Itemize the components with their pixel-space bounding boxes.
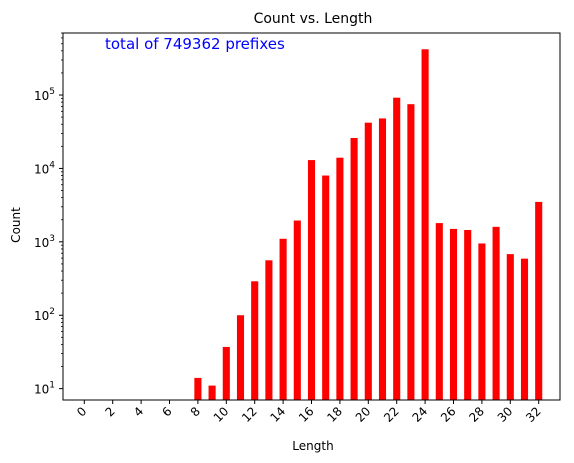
bar-length-16 [307,160,316,400]
bar-length-31 [520,258,529,400]
y-axis-title: Count [9,207,23,243]
bar-length-29 [492,226,500,400]
bar-length-30 [506,254,514,400]
y-tick-label: 104 [34,160,55,176]
bar-length-21 [378,118,387,401]
bar-length-25 [435,223,443,400]
chart-title: Count vs. Length [254,11,373,27]
bar-length-22 [393,97,401,400]
bar-length-24 [421,49,429,400]
bar-series [194,49,543,401]
y-tick-label: 103 [34,234,55,250]
y-tick-label: 101 [34,381,55,397]
bar-length-32 [535,201,543,400]
total-prefixes-annotation: total of 749362 prefixes [105,35,285,53]
bar-length-8 [194,377,202,400]
bar-length-23 [407,104,415,400]
plot-area: 0 2 4 6 8 10 12 14 16 18 20 22 24 26 28 30 32 1011021031… [34,32,561,425]
bar-length-28 [478,243,486,400]
y-axis-ticks: 101 102 103 104 105 [34,32,63,397]
bar-length-10 [222,346,230,400]
bar-length-26 [449,228,458,400]
x-axis-title: Length [292,439,333,453]
y-tick-label: 102 [34,307,55,323]
bar-length-19 [350,137,358,400]
bar-length-18 [336,157,344,400]
bar-length-17 [322,175,330,400]
bar-length-12 [251,281,259,400]
bar-length-11 [236,315,245,400]
bar-length-15 [293,220,301,400]
x-axis-ticks: 0 2 4 6 8 10 12 14 16 18 20 22 24 26 28 30 32 [74,400,544,425]
plot-frame [62,32,561,401]
bar-length-14 [279,238,287,400]
y-tick-label: 105 [34,87,55,103]
bar-length-27 [464,229,472,400]
bar-length-13 [265,260,273,400]
bar-length-20 [364,122,372,401]
bar-length-9 [208,385,216,400]
